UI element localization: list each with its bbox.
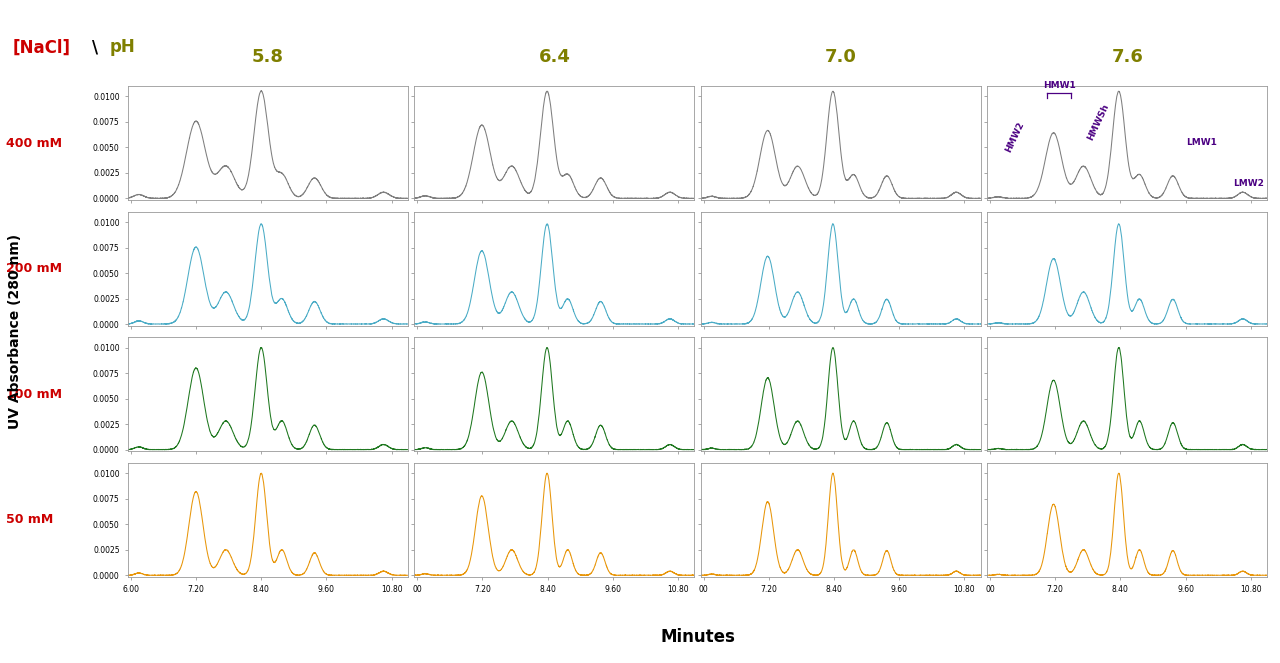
Text: HMW1: HMW1 — [1043, 82, 1076, 90]
Text: [NaCl]: [NaCl] — [13, 38, 70, 56]
Text: 400 mM: 400 mM — [6, 137, 63, 150]
Text: LMW1: LMW1 — [1187, 138, 1217, 147]
Text: 100 mM: 100 mM — [6, 388, 63, 401]
Text: 6.4: 6.4 — [539, 48, 571, 66]
Text: 200 mM: 200 mM — [6, 262, 63, 275]
Text: Minutes: Minutes — [660, 629, 735, 646]
Text: LMW2: LMW2 — [1233, 178, 1263, 188]
Text: pH: pH — [110, 38, 136, 56]
Text: \: \ — [92, 38, 110, 56]
Text: UV Absorbance (280 nm): UV Absorbance (280 nm) — [9, 234, 22, 429]
Text: HMWSh: HMWSh — [1087, 102, 1111, 142]
Text: HMW2: HMW2 — [1004, 121, 1025, 154]
Text: 5.8: 5.8 — [252, 48, 284, 66]
Text: 7.0: 7.0 — [824, 48, 856, 66]
Text: 50 mM: 50 mM — [6, 513, 54, 526]
Text: 7.6: 7.6 — [1111, 48, 1143, 66]
